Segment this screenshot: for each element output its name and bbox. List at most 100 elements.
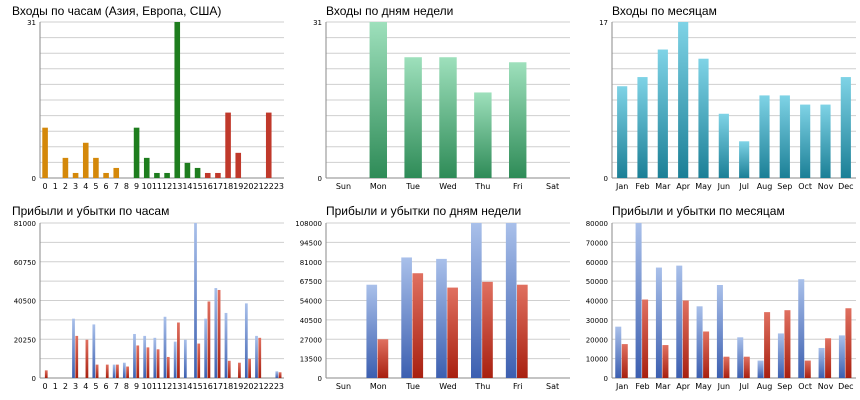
bar-profit bbox=[173, 341, 177, 378]
bar-profit bbox=[224, 312, 228, 378]
bar bbox=[225, 112, 231, 178]
bar bbox=[509, 62, 527, 178]
bar bbox=[113, 167, 120, 178]
bar-profit bbox=[366, 284, 378, 378]
y-tick-label: 20000 bbox=[586, 336, 608, 344]
x-tick-label: Dec bbox=[838, 182, 853, 191]
bar-loss bbox=[377, 339, 389, 378]
bar-profit bbox=[696, 306, 703, 378]
x-tick-label: 3 bbox=[73, 182, 78, 191]
bar-loss bbox=[146, 347, 150, 378]
bar bbox=[204, 172, 211, 178]
bar-profit bbox=[505, 223, 517, 378]
bar bbox=[678, 22, 689, 178]
bar-loss bbox=[482, 281, 493, 378]
x-tick-label: 15 bbox=[192, 182, 202, 191]
bar-loss bbox=[662, 345, 669, 378]
x-tick-label: 14 bbox=[182, 182, 192, 191]
x-tick-label: 14 bbox=[182, 382, 192, 391]
x-tick-label: 23 bbox=[274, 382, 284, 391]
x-tick-label: 21 bbox=[253, 182, 263, 191]
bar-profit bbox=[838, 335, 845, 378]
bar bbox=[164, 172, 170, 178]
x-tick-label: 18 bbox=[223, 182, 233, 191]
y-tick-label: 40000 bbox=[586, 298, 608, 306]
bar-profit bbox=[275, 371, 279, 378]
y-tick-label: 67500 bbox=[300, 278, 322, 286]
y-tick-label: 17 bbox=[599, 19, 608, 27]
x-tick-label: Oct bbox=[798, 182, 812, 191]
bar-loss bbox=[517, 284, 528, 378]
x-tick-label: 8 bbox=[124, 182, 129, 191]
chart-weekday-profit-loss: Прибыли и убытки по дням недели 108000 94… bbox=[286, 200, 572, 400]
x-tick-label: Apr bbox=[676, 382, 691, 391]
bar-profit bbox=[214, 288, 218, 378]
bar-profit bbox=[244, 303, 248, 378]
bar bbox=[72, 172, 79, 178]
x-tick-label: Mar bbox=[655, 382, 671, 391]
bar-loss bbox=[156, 349, 160, 378]
x-tick-label: 6 bbox=[104, 182, 109, 191]
bar bbox=[235, 152, 242, 178]
bar-loss bbox=[621, 344, 628, 378]
bar-loss bbox=[85, 339, 89, 378]
y-tick-label: 0 bbox=[318, 375, 322, 383]
bar-profit bbox=[757, 360, 764, 378]
bar bbox=[657, 49, 668, 178]
y-tick-label: 27000 bbox=[300, 336, 322, 344]
bar bbox=[779, 95, 790, 178]
bar-loss bbox=[764, 312, 771, 378]
x-tick-label: 11 bbox=[152, 182, 162, 191]
bar bbox=[617, 86, 628, 178]
y-tick-label: 94500 bbox=[300, 239, 322, 247]
x-tick-label: Sun bbox=[336, 382, 351, 391]
x-tick-label: 16 bbox=[203, 382, 213, 391]
bar bbox=[474, 92, 492, 178]
x-tick-label: Mon bbox=[370, 382, 387, 391]
bar-profit bbox=[112, 364, 116, 378]
bar-loss bbox=[238, 362, 241, 378]
bar bbox=[637, 77, 648, 178]
x-tick-label: 16 bbox=[203, 182, 213, 191]
bar-loss bbox=[126, 366, 129, 378]
x-tick-label: 0 bbox=[43, 182, 48, 191]
bar-loss bbox=[804, 360, 811, 378]
y-tick-label: 40500 bbox=[14, 298, 36, 306]
x-tick-label: 7 bbox=[114, 182, 119, 191]
y-tick-label: 0 bbox=[604, 375, 608, 383]
chart-monthly-profit-loss: Прибыли и убытки по месяцам 80000 70000 60… bbox=[572, 200, 858, 400]
bar-loss bbox=[95, 364, 99, 378]
y-tick-label: 0 bbox=[32, 375, 36, 383]
y-tick-label: 81000 bbox=[14, 220, 36, 228]
x-tick-label: 9 bbox=[134, 382, 139, 391]
x-tick-label: Mar bbox=[655, 182, 671, 191]
chart-title: Входы по часам (Азия, Европа, США) bbox=[12, 4, 222, 18]
x-tick-label: 19 bbox=[233, 382, 243, 391]
y-tick-label: 81000 bbox=[300, 259, 322, 267]
bar-loss bbox=[743, 356, 750, 378]
y-tick-label: 31 bbox=[313, 19, 322, 27]
y-tick-label: 0 bbox=[604, 175, 608, 183]
y-tick-label: 40500 bbox=[300, 317, 322, 325]
chart-title: Прибыли и убытки по месяцам bbox=[612, 204, 785, 218]
y-tick-label: 60750 bbox=[14, 259, 36, 267]
bar-loss bbox=[642, 299, 649, 378]
x-tick-label: May bbox=[695, 382, 712, 391]
y-tick-label: 20250 bbox=[14, 336, 36, 344]
y-tick-label: 50000 bbox=[586, 278, 608, 286]
x-tick-label: Sat bbox=[546, 382, 559, 391]
bar-loss bbox=[105, 364, 109, 378]
x-tick-label: Oct bbox=[798, 382, 812, 391]
bar-loss bbox=[278, 372, 282, 378]
bar bbox=[840, 77, 851, 178]
bar bbox=[194, 167, 201, 178]
bar-loss bbox=[75, 335, 79, 378]
x-tick-label: 4 bbox=[83, 382, 88, 391]
bar-profit bbox=[163, 316, 167, 378]
chart-hourly-logins: Входы по часам (Азия, Европа, США) 31 0 0 1… bbox=[0, 0, 286, 200]
bar bbox=[800, 104, 811, 178]
bar-profit bbox=[72, 318, 75, 378]
x-tick-label: Fri bbox=[513, 382, 523, 391]
x-tick-label: 19 bbox=[233, 182, 243, 191]
